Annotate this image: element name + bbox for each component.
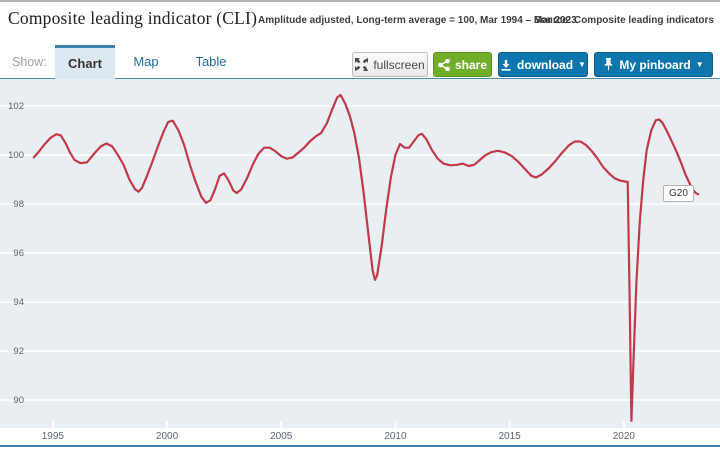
share-label: share: [454, 57, 488, 72]
bottom-accent-line: [0, 445, 720, 447]
tab-chart[interactable]: Chart: [55, 45, 115, 79]
x-tick-label-2020: 2020: [612, 431, 635, 442]
x-tick-label-2000: 2000: [155, 431, 179, 442]
y-tick-label-102: 102: [8, 101, 24, 112]
pinboard-label: My pinboard: [619, 57, 691, 72]
y-tick-label-90: 90: [13, 395, 24, 406]
chart-plot-area[interactable]: [0, 79, 720, 428]
y-tick-label-94: 94: [13, 297, 24, 308]
tab-map[interactable]: Map: [133, 54, 159, 69]
tab-underline-right: [115, 78, 720, 79]
tab-bar: Show: Chart Map Table fullscreen: [0, 45, 720, 79]
download-label: download: [517, 57, 574, 72]
page-title: Composite leading indicator (CLI): [8, 8, 258, 28]
x-tick-label-1995: 1995: [41, 431, 64, 442]
y-tick-label-100: 100: [8, 150, 24, 161]
pin-icon: [605, 58, 613, 71]
source-label: Source: Composite leading indicators: [533, 15, 714, 26]
share-icon: [438, 58, 450, 71]
download-button[interactable]: download ▼: [498, 52, 588, 77]
y-tick-label-98: 98: [13, 199, 24, 210]
chart-subtitle: Amplitude adjusted, Long-term average = …: [258, 15, 577, 26]
pinboard-caret-icon: ▼: [695, 60, 704, 69]
my-pinboard-button[interactable]: My pinboard ▼: [594, 52, 713, 77]
download-caret-icon: ▼: [578, 60, 586, 69]
x-tick-label-2005: 2005: [270, 431, 293, 442]
y-tick-label-92: 92: [13, 346, 24, 357]
x-tick-label-2010: 2010: [384, 431, 407, 442]
x-axis-strip: [0, 428, 720, 445]
tab-table[interactable]: Table: [195, 54, 227, 69]
fullscreen-button[interactable]: fullscreen: [352, 52, 428, 77]
download-icon: [501, 59, 511, 71]
share-button[interactable]: share: [433, 52, 492, 77]
x-tick-label-2015: 2015: [498, 431, 521, 442]
fullscreen-icon: [355, 58, 369, 71]
y-tick-label-96: 96: [13, 248, 24, 259]
tab-underline-left: [0, 78, 55, 79]
series-label-g20[interactable]: G20: [663, 185, 694, 202]
show-label: Show:: [12, 55, 47, 69]
fullscreen-label: fullscreen: [373, 57, 425, 72]
